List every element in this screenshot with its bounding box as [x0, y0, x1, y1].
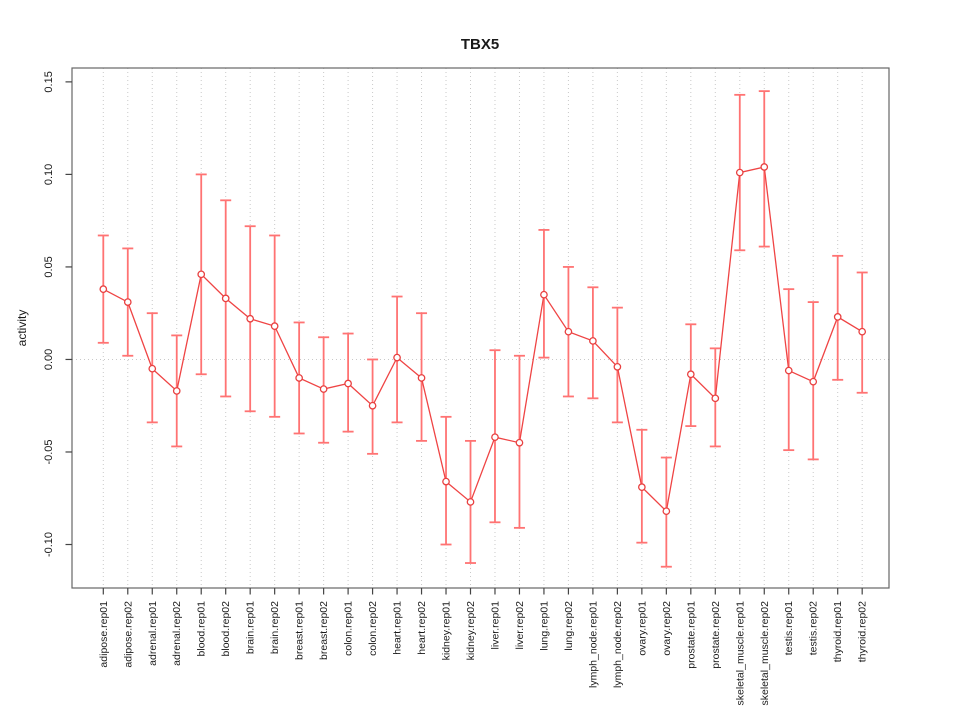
- x-tick-label: lymph_node.rep02: [612, 601, 624, 688]
- data-point: [613, 363, 622, 371]
- data-point: [564, 327, 573, 336]
- x-tick-label: testis.rep01: [783, 601, 795, 655]
- x-tick-label: colon.rep02: [367, 601, 379, 656]
- data-point: [809, 377, 818, 386]
- x-tick-label: brain.rep02: [269, 601, 281, 654]
- data-point: [638, 483, 646, 491]
- data-point: [442, 477, 450, 486]
- data-point: [295, 374, 303, 382]
- axes-layer: 0.15 0.10 0.05 0.00 -0.05 -0.10 adipose.rep01 a…: [43, 67, 890, 706]
- x-tick-label: adipose.rep02: [122, 601, 134, 668]
- data-point: [760, 163, 769, 171]
- x-tick-label: brain.rep01: [245, 601, 257, 654]
- data-point: [466, 498, 475, 506]
- x-tick-label: liver.rep01: [489, 601, 501, 650]
- data-point: [662, 507, 671, 516]
- x-tick-label: thyroid.rep02: [857, 601, 869, 662]
- y-tick-label: 0.00: [43, 349, 55, 370]
- x-tick-label: blood.rep01: [196, 601, 208, 657]
- x-tick-label: ovary.rep01: [636, 601, 648, 656]
- data-point: [344, 379, 352, 388]
- y-tick-label: -0.10: [43, 532, 55, 557]
- x-tick-label: kidney.rep01: [441, 601, 453, 661]
- y-tick-label: 0.05: [43, 256, 55, 277]
- data-point: [735, 168, 744, 177]
- x-tick-label: skeletal_muscle.rep02: [759, 601, 771, 706]
- x-tick-label: heart.rep01: [392, 601, 404, 655]
- x-tick-label: adipose.rep01: [98, 601, 110, 668]
- x-tick-label: colon.rep01: [343, 601, 355, 656]
- x-tick-label: blood.rep02: [220, 601, 232, 657]
- y-tick-label: -0.05: [43, 439, 55, 464]
- x-tick-label: testis.rep02: [808, 601, 820, 655]
- data-point: [540, 290, 548, 299]
- x-tick-label: adrenal.rep02: [171, 601, 183, 666]
- data-point: [491, 433, 499, 442]
- data-point: [686, 370, 695, 379]
- x-tick-label: skeletal_muscle.rep01: [734, 601, 746, 706]
- x-tick-label: kidney.rep02: [465, 601, 477, 661]
- data-point: [221, 294, 230, 303]
- x-tick-label: liver.rep02: [514, 601, 526, 650]
- chart-title: TBX5: [461, 36, 499, 53]
- x-tick-label: breast.rep01: [294, 601, 306, 660]
- data-point: [197, 270, 206, 279]
- data-point: [393, 353, 401, 362]
- data-point: [515, 438, 524, 447]
- data-point: [858, 327, 867, 336]
- data-point: [417, 374, 426, 382]
- x-tick-label: lymph_node.rep01: [587, 601, 599, 688]
- y-axis-label: activity: [15, 310, 29, 347]
- data-point: [99, 285, 108, 293]
- data-point: [270, 322, 279, 330]
- x-tick-label: heart.rep02: [416, 601, 428, 655]
- data-point: [368, 401, 377, 410]
- x-tick-label: prostate.rep02: [710, 601, 722, 669]
- data-point: [711, 394, 720, 403]
- data-point: [589, 337, 597, 345]
- x-tick-label: lung.rep01: [538, 601, 550, 651]
- data-point: [784, 366, 793, 375]
- data-point: [319, 385, 328, 393]
- x-tick-label: breast.rep02: [318, 601, 330, 660]
- series-line: [102, 166, 863, 513]
- plot-frame: [71, 67, 890, 589]
- data-point: [148, 364, 157, 373]
- x-tick-label: adrenal.rep01: [147, 601, 159, 666]
- x-tick-label: thyroid.rep01: [832, 601, 844, 662]
- x-tick-label: lung.rep02: [563, 601, 575, 651]
- y-tick-label: 0.10: [43, 164, 55, 185]
- x-tick-label: ovary.rep02: [661, 601, 673, 656]
- data-point: [246, 314, 255, 323]
- data-point: [833, 313, 842, 321]
- data-layer: [97, 90, 868, 568]
- data-point: [172, 387, 181, 395]
- x-tick-label: prostate.rep01: [685, 601, 697, 669]
- grid-layer: [72, 68, 889, 588]
- y-tick-label: 0.15: [43, 71, 55, 92]
- data-point: [123, 298, 132, 306]
